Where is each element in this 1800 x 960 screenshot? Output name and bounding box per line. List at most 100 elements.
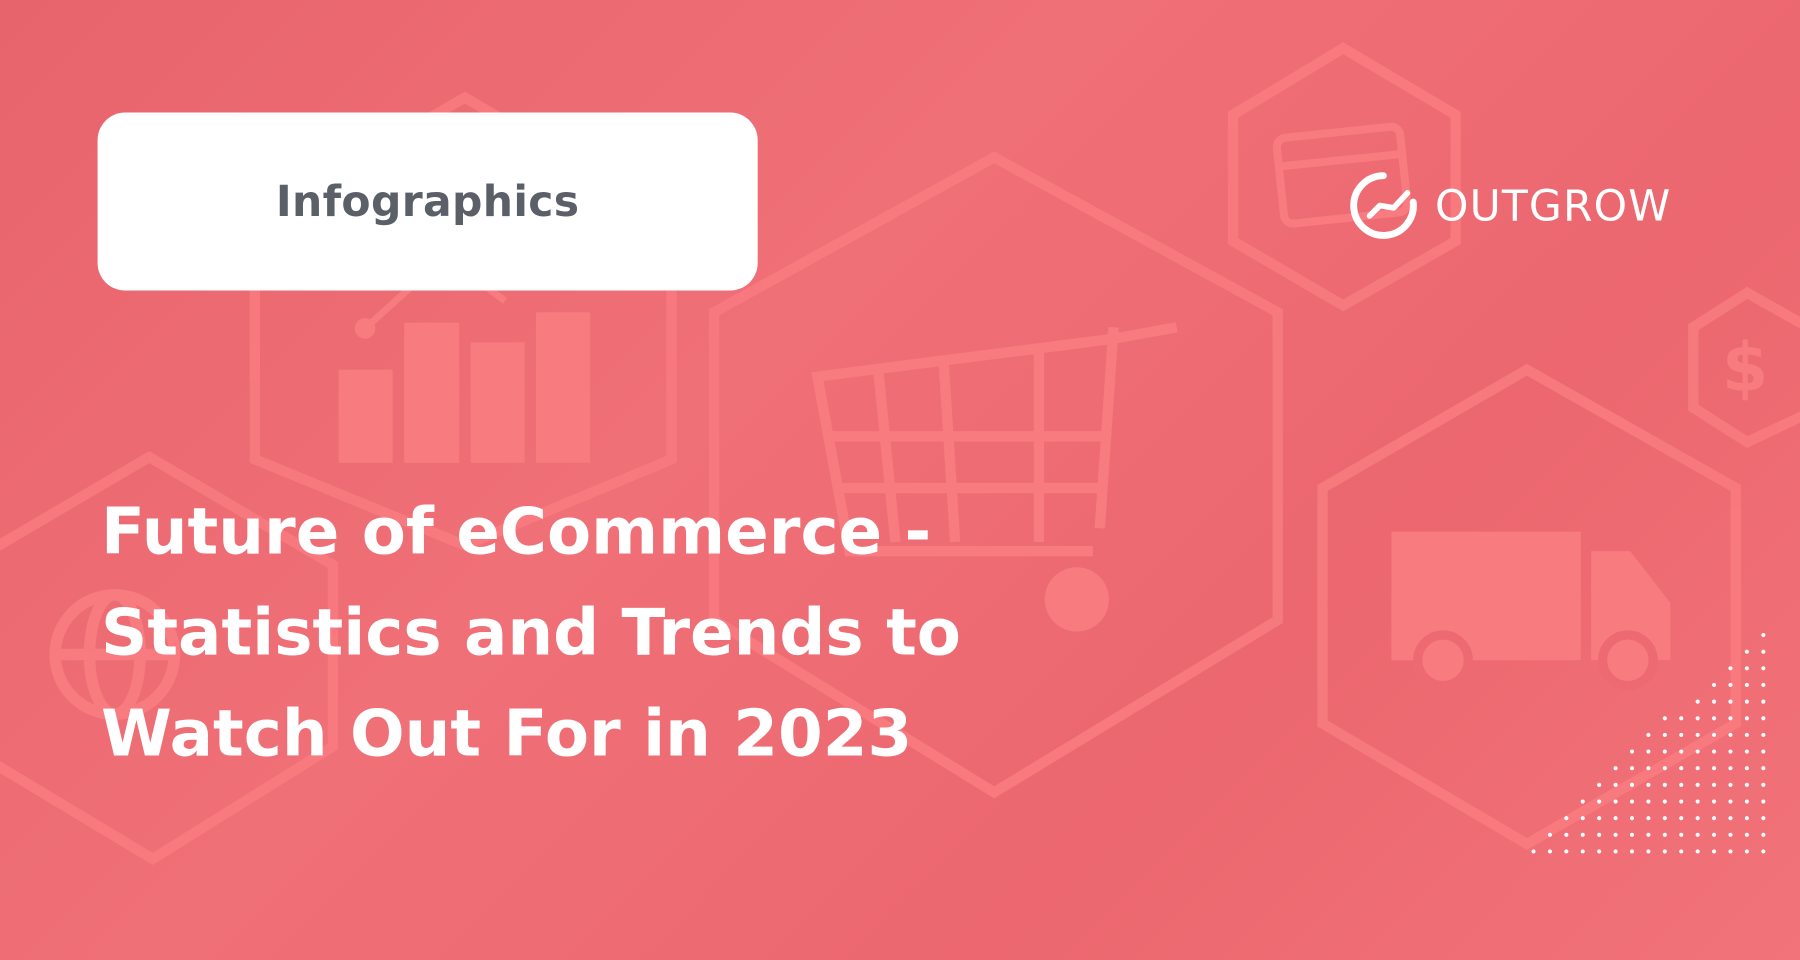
dot — [1761, 649, 1766, 654]
dot — [1695, 716, 1700, 721]
dot — [1695, 832, 1700, 837]
dot — [1744, 816, 1749, 821]
logo-wordmark: OUTGROW — [1435, 180, 1672, 231]
dot — [1761, 766, 1766, 771]
globe-cursor-icon — [49, 589, 181, 720]
dot — [1646, 799, 1651, 804]
dot — [1695, 766, 1700, 771]
dot — [1761, 699, 1766, 704]
dot — [1712, 799, 1717, 804]
dot — [1597, 849, 1602, 854]
dot — [1761, 799, 1766, 804]
dot — [1761, 632, 1766, 638]
dot — [1547, 832, 1552, 837]
dot — [1629, 799, 1635, 804]
dot — [1679, 732, 1684, 737]
dot — [1629, 832, 1635, 837]
dot — [1564, 832, 1569, 837]
dot — [1744, 749, 1749, 754]
dot — [1662, 716, 1667, 721]
dot — [1695, 799, 1700, 804]
dot — [1646, 732, 1651, 737]
dot — [1646, 816, 1651, 821]
dot — [1679, 849, 1684, 854]
dot — [1580, 816, 1585, 821]
dot — [1597, 782, 1602, 787]
dot — [1712, 716, 1717, 721]
dot — [1597, 816, 1602, 821]
dot — [1744, 666, 1749, 671]
dot — [1629, 766, 1635, 771]
outgrow-growth-circle-icon — [1350, 172, 1417, 239]
dot — [1646, 849, 1651, 854]
dot — [1662, 816, 1667, 821]
dot — [1744, 699, 1749, 704]
dot — [1728, 682, 1733, 688]
dot — [1679, 766, 1684, 771]
dot — [1629, 849, 1635, 854]
dot — [1695, 732, 1700, 737]
dot — [1613, 782, 1618, 787]
title-line-1: Future of eCommerce - — [101, 494, 932, 570]
delivery-truck-icon — [1391, 531, 1671, 691]
dot — [1662, 782, 1667, 787]
dot — [1744, 849, 1749, 854]
dot — [1761, 749, 1766, 754]
dot — [1744, 766, 1749, 771]
dot — [1646, 749, 1651, 754]
card-hexagon — [1227, 42, 1461, 312]
dot — [1728, 716, 1733, 721]
dot — [1679, 832, 1684, 837]
dot — [1728, 816, 1733, 821]
dot — [1547, 849, 1552, 854]
truck-hexagon — [1317, 363, 1741, 850]
dot — [1728, 799, 1733, 804]
dot — [1728, 699, 1733, 704]
bar-chart-icon — [338, 271, 591, 463]
dot — [1712, 849, 1717, 854]
dot — [1695, 699, 1700, 704]
dot — [1761, 716, 1766, 721]
dot — [1679, 782, 1684, 787]
dot — [1712, 682, 1717, 688]
dot — [1662, 766, 1667, 771]
dot — [1629, 816, 1635, 821]
dot — [1679, 799, 1684, 804]
dot — [1761, 732, 1766, 737]
dot — [1744, 799, 1749, 804]
dot — [1580, 832, 1585, 837]
dot — [1761, 782, 1766, 787]
category-badge[interactable]: Infographics — [97, 112, 758, 291]
dot — [1761, 849, 1766, 854]
dot — [1695, 816, 1700, 821]
dot — [1679, 816, 1684, 821]
dot — [1662, 749, 1667, 754]
dollar-hexagon — [1688, 286, 1800, 448]
dot — [1744, 649, 1749, 654]
dot — [1646, 832, 1651, 837]
dot — [1679, 749, 1684, 754]
dot — [1597, 799, 1602, 804]
dot — [1613, 799, 1618, 804]
dollar-icon: $ — [1722, 328, 1768, 406]
dot — [1695, 782, 1700, 787]
cart-hexagon — [708, 151, 1283, 799]
dot — [1662, 849, 1667, 854]
dot — [1728, 666, 1733, 671]
dot — [1695, 849, 1700, 854]
dot — [1728, 766, 1733, 771]
dot — [1564, 849, 1569, 854]
dot — [1761, 682, 1766, 688]
dot — [1744, 716, 1749, 721]
shopping-cart-icon — [811, 322, 1178, 632]
title-line-3: Watch Out For in 2023 — [101, 697, 913, 772]
dot — [1629, 749, 1635, 754]
dot — [1712, 782, 1717, 787]
globe-hexagon — [0, 451, 339, 865]
dot — [1761, 832, 1766, 837]
credit-card-icon — [1272, 122, 1412, 228]
dot — [1712, 749, 1717, 754]
dot — [1728, 832, 1733, 837]
